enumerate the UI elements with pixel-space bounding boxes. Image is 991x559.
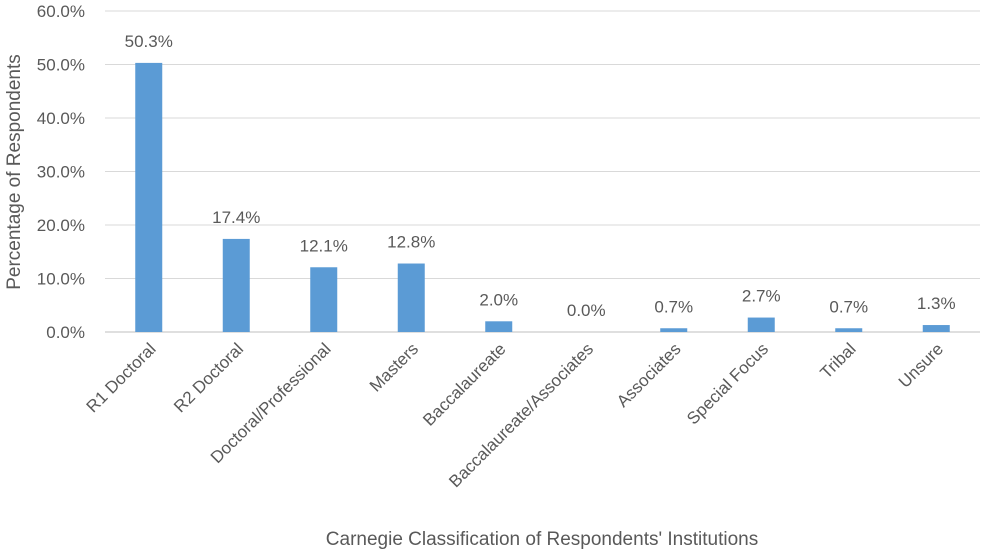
- bar: [222, 238, 250, 332]
- y-tick-label: 40.0%: [37, 109, 85, 128]
- x-tick-label: Unsure: [895, 339, 947, 391]
- y-tick-label: 50.0%: [37, 56, 85, 75]
- bar: [485, 321, 513, 332]
- data-label: 0.7%: [829, 297, 868, 316]
- data-label: 2.0%: [479, 290, 518, 309]
- y-tick-label: 60.0%: [37, 2, 85, 21]
- x-tick-label: Baccalaureate: [419, 339, 509, 429]
- bar: [922, 325, 950, 332]
- data-label: 12.1%: [300, 236, 348, 255]
- x-tick-label: Special Focus: [683, 339, 772, 428]
- bar: [397, 263, 425, 332]
- x-tick-label: R1 Doctoral: [83, 339, 160, 416]
- bar: [747, 317, 775, 332]
- gridlines: [105, 10, 980, 333]
- y-axis-title: Percentage of Respondents: [4, 54, 25, 290]
- data-label: 1.3%: [917, 294, 956, 313]
- y-tick-label: 10.0%: [37, 270, 85, 289]
- bar: [135, 62, 163, 333]
- x-tick-label: Associates: [613, 339, 685, 411]
- bar: [310, 267, 338, 332]
- x-tick-label: R2 Doctoral: [170, 339, 247, 416]
- data-label: 50.3%: [125, 32, 173, 51]
- y-tick-label: 20.0%: [37, 216, 85, 235]
- bar: [660, 328, 688, 332]
- x-axis-title: Carnegie Classification of Respondents' …: [326, 529, 758, 550]
- data-label: 0.7%: [654, 297, 693, 316]
- x-axis-ticks: R1 Doctoral R2 DoctoralDoctoral/Professio…: [83, 339, 947, 491]
- bars: [135, 62, 950, 333]
- x-tick-label: Baccalaureate/Associates: [445, 339, 597, 491]
- y-axis-ticks: 0.0% 10.0% 20.0% 30.0% 40.0% 50.0% 60.0%: [37, 2, 85, 342]
- x-tick-label: Tribal: [817, 339, 860, 382]
- data-label: 2.7%: [742, 287, 781, 306]
- data-label: 12.8%: [387, 233, 435, 252]
- y-tick-label: 0.0%: [46, 323, 85, 342]
- bar: [835, 328, 863, 332]
- y-tick-label: 30.0%: [37, 163, 85, 182]
- data-labels: 50.3% 17.4% 12.1% 12.8% 2.0% 0.0% 0.7% 2.7% 0.7%…: [125, 32, 956, 320]
- data-label: 0.0%: [567, 301, 606, 320]
- x-tick-label: Masters: [366, 339, 422, 395]
- data-label: 17.4%: [212, 208, 260, 227]
